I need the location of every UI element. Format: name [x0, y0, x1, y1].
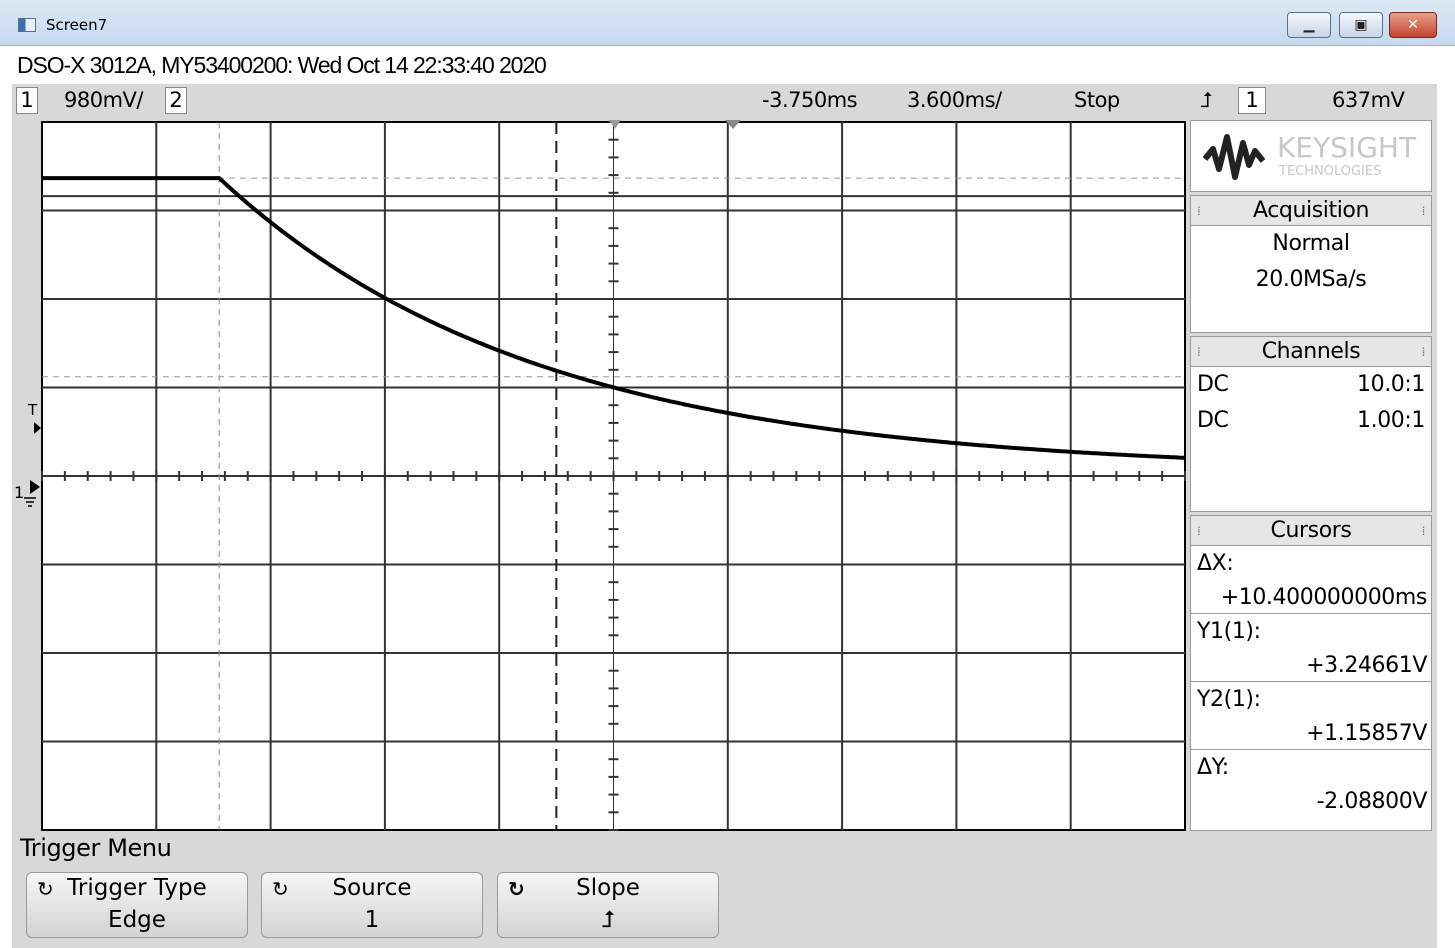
- cursor-y2-value-row: +1.15857V: [1191, 716, 1431, 750]
- softkey-source[interactable]: ↻ Source 1: [261, 872, 483, 938]
- acquisition-sample-rate: 20.0MSa/s: [1255, 267, 1367, 292]
- channels-panel[interactable]: ⁞ Channels ⁞ DC 10.0:1 DC 1.00:1: [1190, 336, 1432, 512]
- ch1-waveform: [42, 176, 1186, 460]
- cursor-y1-value-row: +3.24661V: [1191, 648, 1431, 682]
- softkey-source-label: Source: [332, 875, 412, 901]
- channel-1-probe: 10.0:1: [1357, 372, 1425, 397]
- maximize-button[interactable]: ▣: [1339, 12, 1383, 38]
- time-reference-icon: [725, 120, 741, 129]
- cursor-dx-label-row: ΔX:: [1191, 546, 1431, 580]
- ch1-scale: 980mV/: [64, 88, 143, 112]
- cursor-dy-value: -2.08800V: [1316, 789, 1428, 814]
- ground-symbol-icon: [24, 497, 36, 507]
- grid-lines: [41, 121, 1186, 831]
- cursor-y2-value: +1.15857V: [1306, 721, 1427, 746]
- channel-row-1: DC 10.0:1: [1191, 367, 1431, 403]
- instrument-info-text: DSO-X 3012A, MY53400200: Wed Oct 14 22:3…: [17, 52, 547, 78]
- rotate-knob-icon: ↻: [272, 877, 289, 901]
- cursor-dy-label: ΔY:: [1197, 755, 1229, 780]
- window-titlebar: Screen7 ▁ ▣ ✕: [0, 0, 1455, 46]
- acquisition-panel[interactable]: ⁞ Acquisition ⁞ Normal 20.0MSa/s: [1190, 195, 1432, 333]
- acquisition-header: ⁞ Acquisition ⁞: [1191, 196, 1431, 226]
- cursor-dx-value: +10.400000000ms: [1220, 585, 1428, 610]
- softkey-source-value: 1: [364, 907, 380, 933]
- brand-panel: KEYSIGHT TECHNOLOGIES: [1190, 120, 1432, 192]
- keysight-logo-icon: KEYSIGHT TECHNOLOGIES: [1202, 131, 1417, 180]
- ch2-indicator[interactable]: 2: [165, 87, 187, 114]
- cursor-dx-value-row: +10.400000000ms: [1191, 580, 1431, 614]
- channels-title: Channels: [1261, 339, 1361, 364]
- time-delay: -3.750ms: [762, 88, 858, 112]
- close-button[interactable]: ✕: [1389, 12, 1437, 38]
- minimize-button[interactable]: ▁: [1287, 12, 1331, 38]
- ch1-ground-marker: 1: [14, 483, 24, 502]
- side-panel: KEYSIGHT TECHNOLOGIES ⁞ Acquisition ⁞ No…: [1190, 120, 1437, 832]
- channels-header: ⁞ Channels ⁞: [1191, 337, 1431, 367]
- cursor-y1-label-row: Y1(1):: [1191, 614, 1431, 648]
- trigger-level-arrow-icon: [34, 422, 41, 434]
- cursors-title: Cursors: [1270, 518, 1352, 543]
- cursor-y1-label: Y1(1):: [1197, 619, 1261, 644]
- channel-1-coupling: DC: [1197, 372, 1229, 397]
- rotate-knob-icon: ↻: [37, 877, 54, 901]
- cursors-panel[interactable]: ⁞ Cursors ⁞ ΔX: +10.400000000ms Y1(1): +…: [1190, 515, 1432, 831]
- rotate-knob-icon: ↻: [508, 877, 525, 901]
- window-app-icon: [18, 18, 36, 32]
- softkey-trigger-type-label: Trigger Type: [67, 875, 207, 901]
- window-title: Screen7: [46, 16, 108, 34]
- trigger-source-indicator: 1: [1238, 87, 1266, 114]
- softkey-trigger-type-value: Edge: [108, 907, 166, 933]
- status-bar: 1 980mV/ 2 -3.750ms 3.600ms/ Stop ⮥ 1 63…: [12, 84, 1437, 120]
- acquisition-mode: Normal: [1272, 231, 1350, 256]
- ground-arrow-icon: [30, 480, 40, 494]
- trigger-position-icon: [609, 120, 621, 129]
- brand-name: KEYSIGHT: [1277, 131, 1417, 164]
- softkey-slope-value: ⮥: [601, 907, 615, 933]
- cursor-y1-value: +3.24661V: [1306, 653, 1427, 678]
- cursor-y2-label-row: Y2(1):: [1191, 682, 1431, 716]
- trigger-menu-title: Trigger Menu: [20, 834, 172, 862]
- softkey-slope[interactable]: ↻ Slope ⮥: [497, 872, 719, 938]
- cursor-lines: [42, 122, 1185, 830]
- cursor-dy-label-row: ΔY:: [1191, 750, 1431, 784]
- cursor-y2-label: Y2(1):: [1197, 687, 1261, 712]
- channel-2-probe: 1.00:1: [1357, 408, 1425, 433]
- ch1-indicator[interactable]: 1: [16, 87, 38, 114]
- trigger-level-marker: T: [27, 401, 38, 419]
- instrument-info-line: DSO-X 3012A, MY53400200: Wed Oct 14 22:3…: [0, 46, 1437, 84]
- trigger-level: 637mV: [1332, 88, 1405, 112]
- trigger-slope-icon: ⮥: [1200, 88, 1212, 112]
- softkey-slope-label: Slope: [576, 875, 640, 901]
- cursors-header: ⁞ Cursors ⁞: [1191, 516, 1431, 546]
- timebase-scale: 3.600ms/: [907, 88, 1002, 112]
- scope-screen: 1 980mV/ 2 -3.750ms 3.600ms/ Stop ⮥ 1 63…: [12, 84, 1437, 948]
- channel-2-coupling: DC: [1197, 408, 1229, 433]
- channel-row-2: DC 1.00:1: [1191, 403, 1431, 439]
- cursor-dx-label: ΔX:: [1197, 551, 1234, 576]
- brand-subtitle: TECHNOLOGIES: [1278, 164, 1381, 179]
- cursor-dy-value-row: -2.08800V: [1191, 784, 1431, 818]
- acquisition-title: Acquisition: [1252, 198, 1370, 223]
- run-state: Stop: [1074, 88, 1120, 112]
- softkey-trigger-type[interactable]: ↻ Trigger Type Edge: [26, 872, 248, 938]
- graticule[interactable]: T 1: [12, 120, 1190, 832]
